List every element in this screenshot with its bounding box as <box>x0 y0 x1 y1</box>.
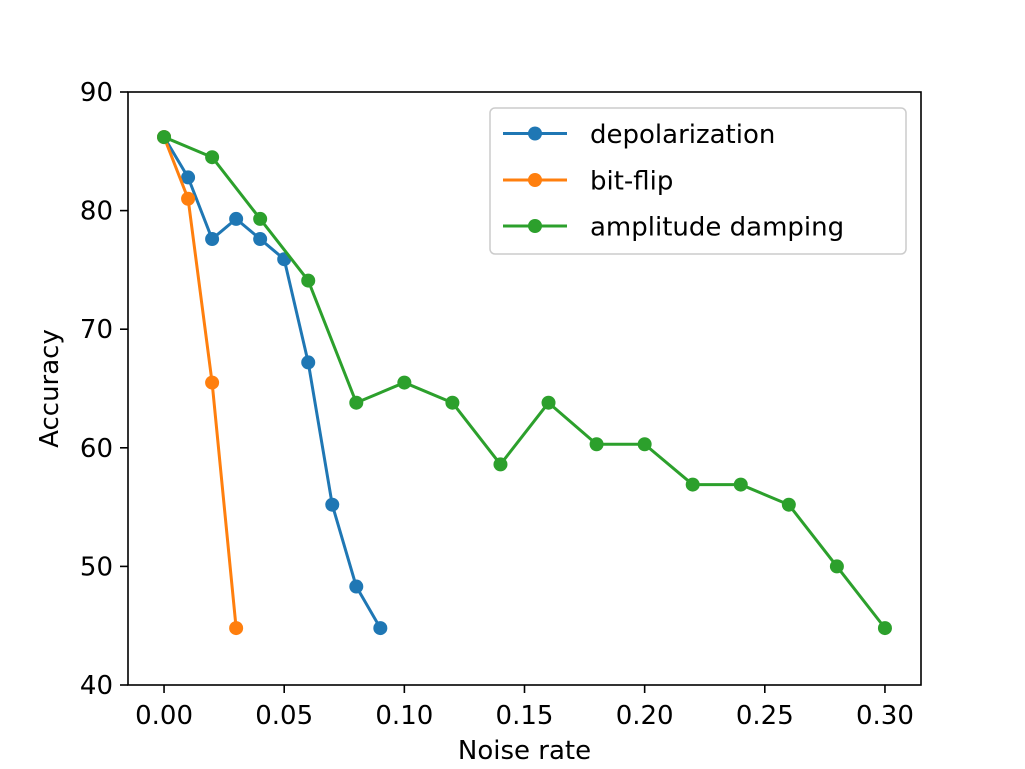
x-tick-label: 0.00 <box>135 701 193 731</box>
x-tick-label: 0.15 <box>496 701 554 731</box>
legend-label-bit-flip: bit-flip <box>590 167 673 197</box>
axis-ticks: 0.00 0.05 0.10 0.15 0.20 0.25 0.30 40 50 60 70 80 90 <box>80 78 914 731</box>
series-line-bit-flip <box>162 135 238 630</box>
data-point-amplitude-damping <box>397 375 412 390</box>
data-point-amplitude-damping <box>685 477 700 492</box>
y-tick-label: 40 <box>80 671 113 701</box>
data-point-depolarization <box>181 170 196 185</box>
x-tick-label: 0.05 <box>255 701 313 731</box>
y-axis-label: Accuracy <box>35 329 65 448</box>
data-point-depolarization <box>349 579 364 594</box>
data-point-depolarization <box>205 232 220 247</box>
legend-marker-bit-flip <box>528 173 542 187</box>
x-tick-label: 0.10 <box>375 701 433 731</box>
x-axis-label: Noise rate <box>458 736 591 766</box>
data-point-bit-flip <box>181 191 196 206</box>
data-point-amplitude-damping <box>493 457 508 472</box>
legend-marker-depolarization <box>528 126 542 141</box>
data-point-amplitude-damping <box>781 497 796 512</box>
y-tick-label: 90 <box>80 78 113 108</box>
legend: depolarization bit-flip amplitude dampin… <box>489 107 907 255</box>
data-point-amplitude-damping <box>301 273 316 288</box>
data-point-amplitude-damping <box>349 395 364 410</box>
data-point-depolarization <box>229 211 244 226</box>
series-amplitude-damping <box>157 130 892 636</box>
data-point-amplitude-damping <box>205 150 220 165</box>
data-point-depolarization <box>253 232 268 247</box>
series-line-depolarization <box>161 135 383 631</box>
data-point-bit-flip <box>205 375 220 390</box>
data-point-amplitude-damping <box>253 211 268 226</box>
series-layer <box>157 130 892 636</box>
data-point-amplitude-damping <box>589 437 604 452</box>
data-point-amplitude-damping <box>829 559 844 574</box>
legend-marker-amplitude-damping <box>528 219 542 233</box>
data-point-depolarization <box>325 497 340 512</box>
legend-frame <box>489 107 907 255</box>
data-point-depolarization <box>373 621 388 636</box>
series-line-amplitude-damping <box>162 135 888 631</box>
legend-label-amplitude-damping: amplitude damping <box>590 213 844 243</box>
y-tick-label: 80 <box>80 197 113 227</box>
data-point-amplitude-damping <box>541 395 556 410</box>
x-tick-label: 0.25 <box>736 701 794 731</box>
data-point-amplitude-damping <box>157 130 172 145</box>
y-tick-label: 50 <box>80 552 113 582</box>
x-tick-label: 0.20 <box>616 701 674 731</box>
series-depolarization <box>157 130 388 636</box>
data-point-depolarization <box>301 355 316 370</box>
y-tick-label: 60 <box>80 434 113 464</box>
y-tick-label: 70 <box>80 315 113 345</box>
legend-label-depolarization: depolarization <box>590 120 775 150</box>
data-point-amplitude-damping <box>733 477 748 492</box>
data-point-amplitude-damping <box>637 437 652 452</box>
data-point-bit-flip <box>229 621 244 636</box>
data-point-amplitude-damping <box>877 621 892 636</box>
x-tick-label: 0.30 <box>856 701 914 731</box>
data-point-amplitude-damping <box>445 395 460 410</box>
